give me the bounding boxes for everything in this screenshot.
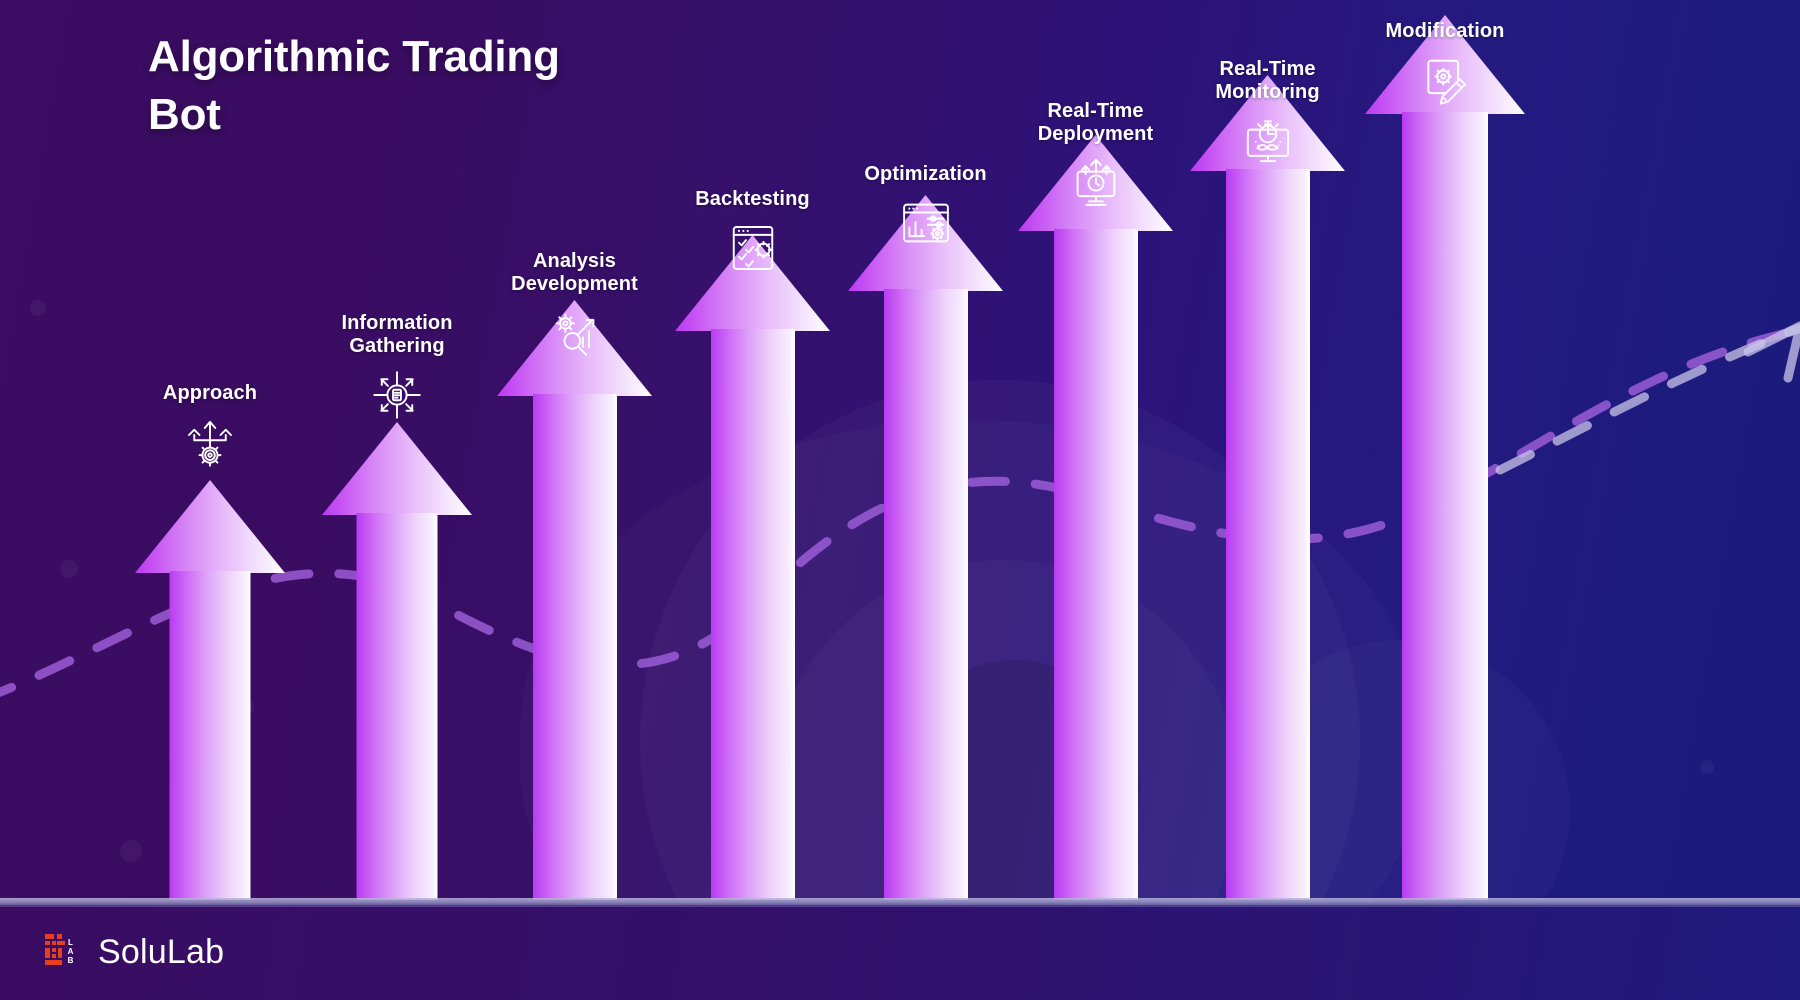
step-label: Real-Time Monitoring <box>1215 58 1320 104</box>
step-arrow <box>322 422 472 900</box>
step-label: Optimization <box>864 163 987 185</box>
step-label: Backtesting <box>695 188 810 210</box>
monitor-stopwatch-icon <box>1240 113 1296 169</box>
arrow-shaft <box>883 289 968 900</box>
step-7[interactable]: Real-Time Monitoring <box>1150 58 1385 169</box>
svg-text:A: A <box>68 947 74 956</box>
document-in-circle-with-inward-arrows-icon <box>369 367 425 423</box>
step-label: Information Gathering <box>341 312 453 358</box>
background-speck <box>30 300 46 316</box>
step-6[interactable]: Real-Time Deployment <box>978 100 1213 211</box>
arrow-shaft <box>1225 169 1310 900</box>
brand-logo[interactable]: L A B SoluLab <box>44 932 224 972</box>
monitor-clock-arrows-icon <box>1068 155 1124 211</box>
baseline-divider <box>0 898 1800 905</box>
brand-wordmark: SoluLab <box>98 932 225 971</box>
step-4[interactable]: Backtesting <box>635 188 870 276</box>
arrow-shaft <box>710 329 795 900</box>
step-8[interactable]: Modification <box>1325 20 1565 108</box>
arrow-shaft <box>169 571 251 900</box>
step-5[interactable]: Optimization <box>808 163 1043 251</box>
page-title: Algorithmic Trading Bot <box>148 32 560 140</box>
arrow-shaft <box>532 394 617 900</box>
step-label: Approach <box>162 382 258 404</box>
step-2[interactable]: Information Gathering <box>282 312 512 423</box>
step-1[interactable]: Approach <box>95 382 325 470</box>
step-arrow <box>135 480 285 900</box>
background-speck <box>60 560 78 578</box>
document-gear-pencil-icon <box>1417 52 1473 108</box>
step-arrow <box>1190 75 1345 900</box>
arrow-head <box>322 422 472 515</box>
step-label: Real-Time Deployment <box>1037 100 1154 146</box>
browser-window-checklist-gear-icon <box>725 220 781 276</box>
step-arrow <box>848 195 1003 900</box>
step-3[interactable]: Analysis Development <box>457 250 692 361</box>
svg-text:L: L <box>68 938 73 947</box>
gear-with-branching-arrows-icon <box>182 414 238 470</box>
solulab-logo-mark: L A B <box>45 934 74 965</box>
step-label: Modification <box>1385 20 1505 42</box>
step-arrow <box>1365 15 1525 900</box>
footer-band <box>0 905 1800 1000</box>
arrow-shaft <box>356 513 438 900</box>
step-arrow <box>675 235 830 900</box>
background-speck <box>1700 760 1714 774</box>
step-label: Analysis Development <box>511 250 638 296</box>
arrow-head <box>135 480 285 573</box>
step-arrow <box>1018 135 1173 900</box>
svg-text:B: B <box>68 956 74 965</box>
dashboard-sliders-gear-icon <box>898 195 954 251</box>
gear-magnifier-bar-chart-icon <box>547 305 603 361</box>
arrow-shaft <box>1053 229 1138 900</box>
arrow-shaft <box>1402 112 1488 900</box>
step-arrow <box>497 300 652 900</box>
